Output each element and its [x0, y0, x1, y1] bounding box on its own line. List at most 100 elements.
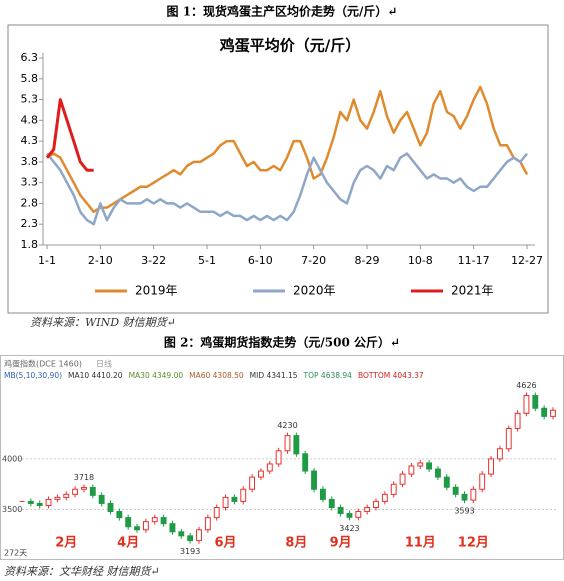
candle	[373, 500, 379, 508]
candle	[311, 470, 317, 490]
candle	[116, 511, 123, 519]
candle	[470, 488, 477, 501]
candle	[63, 493, 70, 498]
candle	[452, 486, 459, 495]
candle	[54, 496, 61, 500]
candle	[505, 428, 512, 450]
candle	[390, 483, 397, 495]
candle	[541, 407, 548, 417]
y-tick-label: 3.8	[21, 155, 39, 168]
x-tick-label: 9月	[330, 536, 352, 551]
y-tick-label: 4000	[2, 454, 22, 463]
candle	[266, 463, 273, 472]
candle	[381, 493, 388, 502]
x-tick-label: 6月	[215, 536, 237, 551]
candle	[488, 458, 494, 475]
candle	[178, 531, 185, 537]
value-label: 3423	[339, 524, 359, 533]
x-tick-label: 3-22	[141, 254, 166, 267]
source-note: 资料来源：WIND 财信期货↵	[30, 316, 176, 329]
candle	[293, 435, 300, 455]
x-tick-label: 5-1	[198, 254, 216, 267]
candle	[302, 453, 309, 472]
y-tick-label: 4.8	[21, 113, 39, 126]
candle	[222, 496, 229, 508]
candle	[364, 506, 371, 513]
indicator-label: MA10 4410.20	[68, 371, 123, 380]
candle	[151, 517, 158, 523]
candle	[284, 435, 291, 452]
chart-subtitle: 日线	[96, 359, 112, 369]
candle	[249, 476, 256, 490]
value-label: 4230	[277, 421, 297, 430]
candle	[408, 465, 415, 475]
legend-label: 2019年	[135, 284, 178, 298]
candle	[81, 486, 87, 490]
x-tick-label: 6-10	[248, 254, 273, 267]
y-tick-label: 5.8	[21, 72, 39, 85]
y-tick-label: 4.3	[21, 134, 39, 147]
candle	[231, 496, 238, 502]
indicator-label: MA60 4308.50	[189, 371, 244, 380]
x-tick-label: 2-10	[88, 254, 113, 267]
y-tick-label: 3500	[2, 505, 22, 514]
candle	[399, 473, 406, 485]
x-tick-label: 12月	[458, 536, 489, 551]
candle	[169, 523, 176, 533]
series-line	[46, 85, 529, 214]
y-tick-label: 6.3	[21, 51, 39, 64]
indicator-label: MID 4341.15	[250, 371, 298, 380]
x-tick-label: 1-1	[38, 254, 56, 267]
indicator-label: MB(5,10,30,90)	[4, 371, 62, 380]
candle	[523, 394, 530, 414]
candle	[160, 517, 167, 525]
candle	[89, 486, 96, 496]
candle	[532, 394, 539, 409]
chart-title: 鸡蛋指数(DCE 1460)	[4, 359, 82, 369]
x-tick-label: 4月	[117, 536, 139, 551]
candle	[134, 526, 140, 531]
candle	[496, 448, 503, 460]
candle	[514, 412, 521, 430]
x-tick-label: 7-20	[301, 254, 326, 267]
candle	[319, 488, 326, 500]
y-tick-label: 5.3	[21, 93, 39, 106]
figure-caption: 图 2：鸡蛋期货指数走势（元/500 公斤）↵	[164, 335, 400, 350]
value-label: 3593	[454, 507, 474, 516]
x-tick-label: 2月	[55, 536, 77, 551]
candle	[426, 462, 433, 470]
candle	[98, 494, 105, 504]
candle	[196, 529, 202, 542]
y-tick-label: 3.3	[21, 176, 39, 189]
legend-label: 2021年	[451, 284, 494, 298]
candle	[258, 470, 264, 478]
y-tick-label: 1.8	[21, 238, 39, 251]
source-note: 资料来源：文华财经 财信期货↵	[4, 565, 160, 578]
candle	[435, 468, 441, 478]
candle	[142, 521, 149, 531]
screenshot-frame	[0, 355, 564, 560]
figure-caption: 图 1：现货鸡蛋主产区均价走势（元/斤）↵	[167, 4, 398, 19]
candle	[187, 535, 194, 542]
x-tick-label: 8-29	[355, 254, 380, 267]
candle	[45, 498, 52, 506]
x-tick-label: 12-27	[511, 254, 543, 267]
indicator-label: MA30 4349.00	[129, 371, 184, 380]
candle	[275, 450, 282, 465]
candle	[328, 498, 335, 508]
candle	[240, 488, 247, 502]
x-tick-label: 11-17	[458, 254, 490, 267]
y-tick-label: 2.8	[21, 196, 39, 209]
candle	[125, 517, 132, 528]
x-tick-label: 11月	[405, 536, 436, 551]
indicator-label: BOTTOM 4043.37	[358, 371, 424, 380]
x-tick-label: 8月	[285, 536, 307, 551]
candle	[479, 473, 486, 490]
candle	[36, 502, 43, 506]
value-label: 4626	[516, 381, 536, 390]
candle	[107, 502, 114, 513]
candle	[461, 493, 468, 501]
candle	[443, 476, 450, 488]
chart-title: 鸡蛋平均价（元/斤）	[219, 37, 360, 55]
